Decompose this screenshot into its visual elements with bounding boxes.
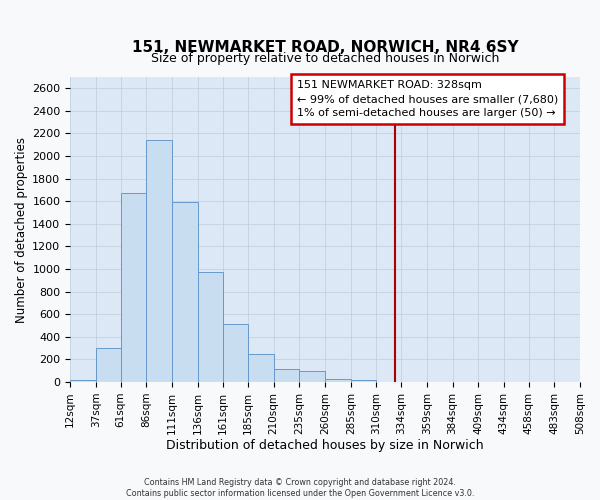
Text: Contains HM Land Registry data © Crown copyright and database right 2024.
Contai: Contains HM Land Registry data © Crown c…: [126, 478, 474, 498]
X-axis label: Distribution of detached houses by size in Norwich: Distribution of detached houses by size …: [166, 440, 484, 452]
Bar: [121, 194, 146, 382]
Bar: [146, 140, 172, 382]
Bar: [299, 371, 325, 382]
Bar: [172, 202, 197, 382]
Bar: [197, 272, 223, 382]
Bar: [248, 354, 274, 382]
Bar: [274, 368, 299, 382]
Text: Size of property relative to detached houses in Norwich: Size of property relative to detached ho…: [151, 52, 499, 65]
Bar: [351, 380, 376, 382]
Bar: [223, 324, 248, 382]
Y-axis label: Number of detached properties: Number of detached properties: [15, 136, 28, 322]
Text: 151 NEWMARKET ROAD: 328sqm
← 99% of detached houses are smaller (7,680)
1% of se: 151 NEWMARKET ROAD: 328sqm ← 99% of deta…: [297, 80, 558, 118]
Bar: [325, 378, 351, 382]
Bar: [96, 348, 121, 382]
Title: 151, NEWMARKET ROAD, NORWICH, NR4 6SY: 151, NEWMARKET ROAD, NORWICH, NR4 6SY: [132, 40, 518, 55]
Bar: [70, 380, 96, 382]
